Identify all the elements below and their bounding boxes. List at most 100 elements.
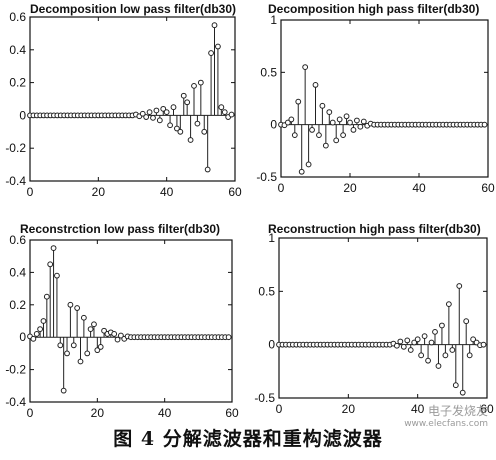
stem-marker	[211, 22, 218, 29]
x-tick-label: 60	[228, 185, 242, 199]
stem-marker	[418, 352, 425, 359]
stem-marker	[463, 318, 470, 325]
stem-marker	[354, 117, 360, 124]
y-tick-label: 0.2	[9, 298, 26, 312]
stem-marker	[285, 119, 291, 126]
chart-panel-1: Decomposition low pass filter(db30) -0.4 -…	[5, 2, 242, 199]
watermark-brand: 电子发烧友	[427, 404, 488, 418]
stem-marker	[74, 305, 81, 311]
stem-marker	[449, 347, 456, 353]
stem-marker	[228, 111, 235, 118]
y-tick-label: 1	[270, 13, 277, 27]
stem-marker	[57, 342, 64, 349]
stem-marker	[411, 339, 418, 346]
x-tick-label: 60	[481, 181, 495, 195]
stem-marker	[470, 336, 477, 343]
stem-marker	[456, 283, 463, 289]
stem-marker	[54, 272, 60, 279]
axes-frame	[278, 237, 488, 399]
stem-marker	[97, 344, 104, 350]
stem-marker	[167, 122, 173, 129]
y-tick-label: 0.5	[260, 65, 277, 79]
stem-marker	[305, 161, 312, 168]
stem-marker	[156, 117, 163, 124]
stem-marker	[421, 333, 428, 340]
stem-marker	[302, 64, 309, 70]
stem-marker	[425, 357, 431, 364]
stem-marker	[197, 79, 204, 86]
x-tick-label: 0	[276, 402, 283, 416]
stem-marker	[67, 301, 74, 308]
y-tick-label: 0	[19, 108, 26, 122]
y-tick-label: 1	[268, 231, 275, 245]
stem-marker	[160, 105, 167, 112]
stem-marker	[312, 81, 319, 88]
stem-marker	[153, 107, 160, 114]
stem-marker	[400, 343, 407, 350]
x-tick-label: 20	[91, 406, 105, 420]
stem-marker	[37, 326, 43, 333]
y-tick-label: -0.5	[254, 391, 275, 405]
stem-marker	[40, 318, 47, 324]
stem-marker	[340, 132, 347, 139]
stem-marker	[459, 389, 466, 396]
chart-title: Decomposition high pass filter(db30)	[268, 2, 479, 16]
stem-marker	[84, 350, 91, 357]
stem-marker	[184, 99, 191, 106]
y-tick-label: 0	[270, 118, 277, 132]
x-tick-label: 20	[342, 402, 356, 416]
stem-marker	[336, 116, 343, 123]
figure-canvas: Decomposition low pass filter(db30) -0.4 -…	[5, 2, 495, 420]
stem-marker	[94, 347, 101, 354]
chart-panel-2: Decomposition high pass filter(db30) -0.5…	[256, 2, 495, 195]
axes-frame	[29, 239, 233, 403]
stem-marker	[295, 98, 302, 105]
stem-marker	[170, 104, 177, 111]
watermark-url: www.elecfans.com	[404, 419, 488, 429]
stem-marker	[350, 126, 357, 133]
stem-marker	[414, 336, 421, 343]
stem-marker	[333, 137, 340, 144]
stem-marker	[221, 109, 228, 116]
stem-marker	[432, 328, 438, 335]
stem-marker	[70, 342, 77, 349]
stem-marker	[439, 322, 445, 329]
y-tick-label: 0.6	[9, 10, 26, 24]
stem-marker	[101, 327, 107, 334]
stem-marker	[204, 166, 211, 173]
stem-marker	[347, 119, 353, 126]
stem-marker	[77, 358, 84, 365]
stem-marker	[481, 121, 488, 128]
stem-marker	[329, 119, 336, 126]
stem-marker	[435, 363, 442, 369]
stem-marker	[194, 120, 201, 127]
y-tick-label: -0.2	[5, 141, 26, 155]
stem-marker	[466, 352, 473, 359]
stem-marker	[201, 128, 208, 135]
axes-frame	[29, 16, 236, 182]
stem-marker	[91, 321, 97, 328]
stem-marker	[291, 132, 298, 139]
stem-marker	[319, 102, 326, 109]
stem-marker	[114, 336, 121, 343]
stem-marker	[357, 123, 364, 130]
stem-marker	[225, 334, 232, 341]
stem-marker	[445, 301, 452, 308]
x-tick-label: 0	[27, 185, 34, 199]
stem-marker	[64, 350, 70, 357]
stem-marker	[180, 92, 187, 99]
axes-frame	[280, 19, 489, 178]
y-tick-label: 0.5	[258, 284, 275, 298]
stem-marker	[191, 82, 197, 89]
y-tick-label: 0	[268, 338, 275, 352]
stem-marker	[452, 382, 459, 389]
stem-marker	[442, 352, 449, 359]
stem-marker	[139, 110, 146, 117]
x-tick-label: 40	[411, 402, 425, 416]
stem-marker	[187, 137, 194, 143]
stem-marker	[50, 245, 57, 252]
chart-title: Decomposition low pass filter(db30)	[30, 2, 236, 16]
stem-marker	[288, 116, 295, 123]
y-tick-label: -0.5	[256, 170, 277, 184]
x-tick-label: 0	[27, 406, 34, 420]
